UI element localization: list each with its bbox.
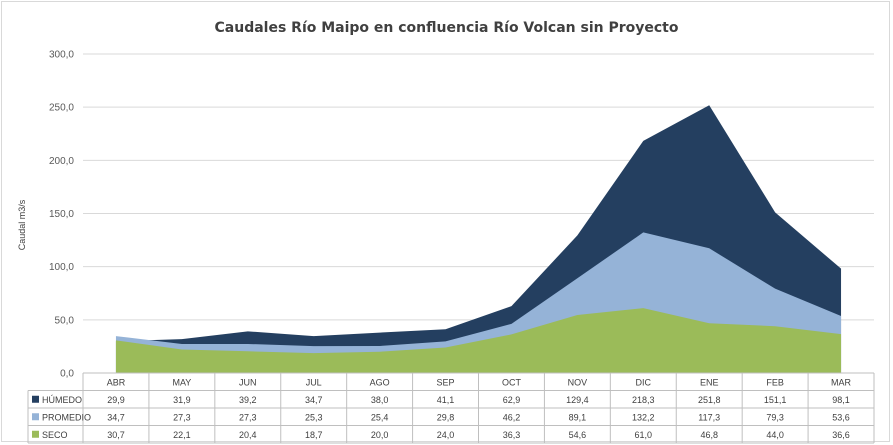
data-label: 18,7 xyxy=(305,430,323,440)
data-label: 39,2 xyxy=(239,395,257,405)
x-tick-label: JUL xyxy=(306,377,322,387)
data-label: 62,9 xyxy=(503,395,521,405)
data-label: 27,3 xyxy=(173,412,191,422)
chart-title: Caudales Río Maipo en confluencia Río Vo… xyxy=(214,20,679,36)
data-label: 44,0 xyxy=(766,430,784,440)
data-label: 30,7 xyxy=(107,430,125,440)
data-label: 36,6 xyxy=(832,430,850,440)
data-label: 25,3 xyxy=(305,412,323,422)
data-label: 89,1 xyxy=(569,412,587,422)
data-label: 24,0 xyxy=(437,430,455,440)
legend-swatch xyxy=(32,395,39,403)
legend-label: SECO xyxy=(42,430,68,440)
data-label: 34,7 xyxy=(305,395,323,405)
x-tick-label: MAR xyxy=(831,377,852,387)
x-tick-label: MAY xyxy=(172,377,191,387)
legend-label: PROMEDIO xyxy=(42,412,91,422)
data-label: 54,6 xyxy=(569,430,587,440)
x-tick-label: AGO xyxy=(370,377,390,387)
x-tick-label: DIC xyxy=(636,377,652,387)
data-label: 34,7 xyxy=(107,412,125,422)
data-label: 36,3 xyxy=(503,430,521,440)
data-label: 79,3 xyxy=(766,412,784,422)
x-tick-label: OCT xyxy=(502,377,522,387)
data-label: 27,3 xyxy=(239,412,257,422)
x-tick-label: NOV xyxy=(568,377,588,387)
y-tick-labels: 0,0 50,0 100,0 150,0 200,0 250,0 300,0 xyxy=(49,50,74,380)
data-label: 38,0 xyxy=(371,395,389,405)
data-table: ABR MAY JUN JUL AGO SEP OCT NOV DIC ENE FEB MAR HÚME… xyxy=(27,372,875,444)
y-tick-label: 250,0 xyxy=(49,103,74,114)
y-tick-label: 150,0 xyxy=(49,209,74,220)
data-label: 53,6 xyxy=(832,412,850,422)
data-label: 151,1 xyxy=(764,395,787,405)
data-label: 25,4 xyxy=(371,412,389,422)
area-series xyxy=(115,105,842,373)
data-label: 31,9 xyxy=(173,395,191,405)
data-label: 251,8 xyxy=(698,395,721,405)
y-tick-label: 200,0 xyxy=(49,156,74,167)
data-label: 20,0 xyxy=(371,430,389,440)
y-tick-label: 300,0 xyxy=(49,50,74,61)
legend-swatch xyxy=(32,430,39,438)
x-tick-label: ENE xyxy=(700,377,719,387)
data-label: 29,8 xyxy=(437,412,455,422)
x-tick-label: JUN xyxy=(239,377,257,387)
data-label: 129,4 xyxy=(566,395,589,405)
x-tick-label: ABR xyxy=(107,377,126,387)
data-label: 20,4 xyxy=(239,430,257,440)
y-tick-label: 100,0 xyxy=(49,262,74,273)
data-label: 29,9 xyxy=(107,395,125,405)
y-tick-label: 50,0 xyxy=(55,315,75,326)
legend-swatch xyxy=(32,413,39,421)
x-tick-label: SEP xyxy=(437,377,455,387)
data-label: 117,3 xyxy=(698,412,720,422)
data-label: 41,1 xyxy=(437,395,455,405)
data-label: 61,0 xyxy=(635,430,653,440)
data-label: 46,8 xyxy=(700,430,718,440)
legend-label: HÚMEDO xyxy=(42,395,82,405)
data-label: 98,1 xyxy=(832,395,850,405)
data-label: 218,3 xyxy=(632,395,655,405)
area-seco xyxy=(115,308,842,373)
y-tick-label: 0,0 xyxy=(60,369,74,380)
x-tick-label: FEB xyxy=(766,377,784,387)
data-label: 46,2 xyxy=(503,412,521,422)
data-label: 132,2 xyxy=(632,412,655,422)
data-label: 22,1 xyxy=(173,430,191,440)
